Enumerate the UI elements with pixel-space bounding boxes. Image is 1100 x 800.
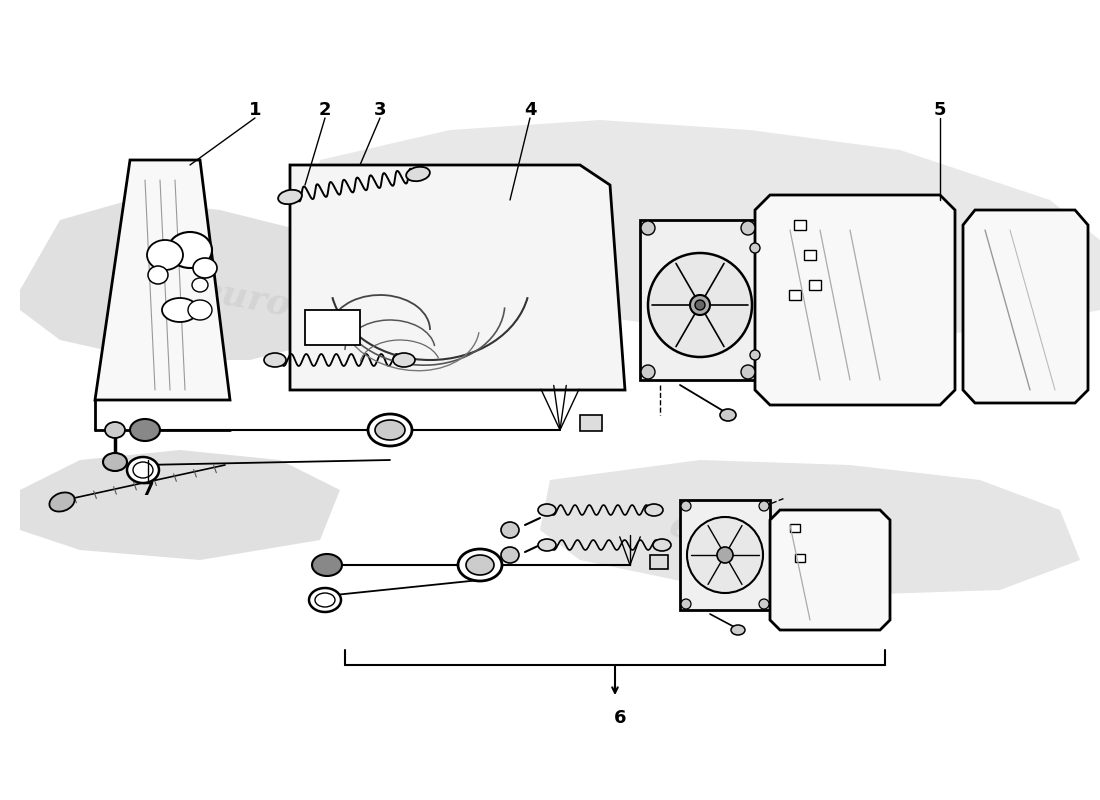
- Ellipse shape: [168, 232, 212, 268]
- Polygon shape: [290, 165, 625, 390]
- Text: 7: 7: [142, 481, 154, 499]
- Polygon shape: [20, 200, 370, 360]
- Ellipse shape: [741, 221, 755, 235]
- Ellipse shape: [458, 549, 502, 581]
- Ellipse shape: [278, 190, 301, 204]
- Ellipse shape: [538, 539, 556, 551]
- Ellipse shape: [133, 462, 153, 478]
- Polygon shape: [95, 160, 230, 400]
- Ellipse shape: [126, 457, 160, 483]
- Ellipse shape: [103, 453, 127, 471]
- Ellipse shape: [368, 414, 412, 446]
- Polygon shape: [770, 510, 890, 630]
- Ellipse shape: [641, 221, 654, 235]
- Ellipse shape: [690, 295, 710, 315]
- Text: 3: 3: [374, 101, 386, 119]
- Ellipse shape: [648, 253, 752, 357]
- Ellipse shape: [717, 547, 733, 563]
- Ellipse shape: [688, 517, 763, 593]
- Ellipse shape: [641, 365, 654, 379]
- Ellipse shape: [653, 539, 671, 551]
- Ellipse shape: [750, 350, 760, 360]
- Ellipse shape: [148, 266, 168, 284]
- Bar: [804, 250, 816, 260]
- Ellipse shape: [695, 300, 705, 310]
- Text: 1: 1: [249, 101, 262, 119]
- Ellipse shape: [406, 166, 430, 182]
- Ellipse shape: [759, 599, 769, 609]
- Ellipse shape: [750, 243, 760, 253]
- Bar: [305, 310, 360, 345]
- Polygon shape: [300, 120, 1100, 340]
- Text: 6: 6: [614, 709, 626, 727]
- Bar: [789, 290, 801, 300]
- Ellipse shape: [147, 240, 183, 270]
- Ellipse shape: [192, 278, 208, 292]
- Ellipse shape: [104, 422, 125, 438]
- Bar: [808, 280, 821, 290]
- Ellipse shape: [315, 593, 336, 607]
- Bar: [794, 220, 806, 230]
- Polygon shape: [20, 450, 340, 560]
- Ellipse shape: [538, 504, 556, 516]
- Ellipse shape: [500, 547, 519, 563]
- Text: 4: 4: [524, 101, 537, 119]
- Ellipse shape: [264, 353, 286, 367]
- Ellipse shape: [393, 353, 415, 367]
- Bar: [640, 220, 755, 380]
- Ellipse shape: [309, 588, 341, 612]
- Bar: [580, 415, 602, 431]
- Ellipse shape: [681, 599, 691, 609]
- Ellipse shape: [162, 298, 198, 322]
- Polygon shape: [962, 210, 1088, 403]
- Ellipse shape: [130, 419, 159, 441]
- Ellipse shape: [50, 493, 75, 511]
- Text: 5: 5: [934, 101, 946, 119]
- Bar: [790, 524, 800, 532]
- Bar: [650, 555, 668, 569]
- Bar: [680, 500, 770, 610]
- Text: 2: 2: [319, 101, 331, 119]
- Ellipse shape: [312, 554, 342, 576]
- Polygon shape: [540, 460, 1080, 595]
- Ellipse shape: [732, 625, 745, 635]
- Text: eurospares: eurospares: [197, 274, 424, 346]
- Text: eurospares: eurospares: [667, 509, 893, 581]
- Ellipse shape: [741, 365, 755, 379]
- Bar: [795, 554, 805, 562]
- Ellipse shape: [681, 501, 691, 511]
- Ellipse shape: [645, 504, 663, 516]
- Ellipse shape: [500, 522, 519, 538]
- Ellipse shape: [759, 501, 769, 511]
- Ellipse shape: [192, 258, 217, 278]
- Ellipse shape: [466, 555, 494, 575]
- Ellipse shape: [720, 409, 736, 421]
- Polygon shape: [755, 195, 955, 405]
- Ellipse shape: [188, 300, 212, 320]
- Ellipse shape: [375, 420, 405, 440]
